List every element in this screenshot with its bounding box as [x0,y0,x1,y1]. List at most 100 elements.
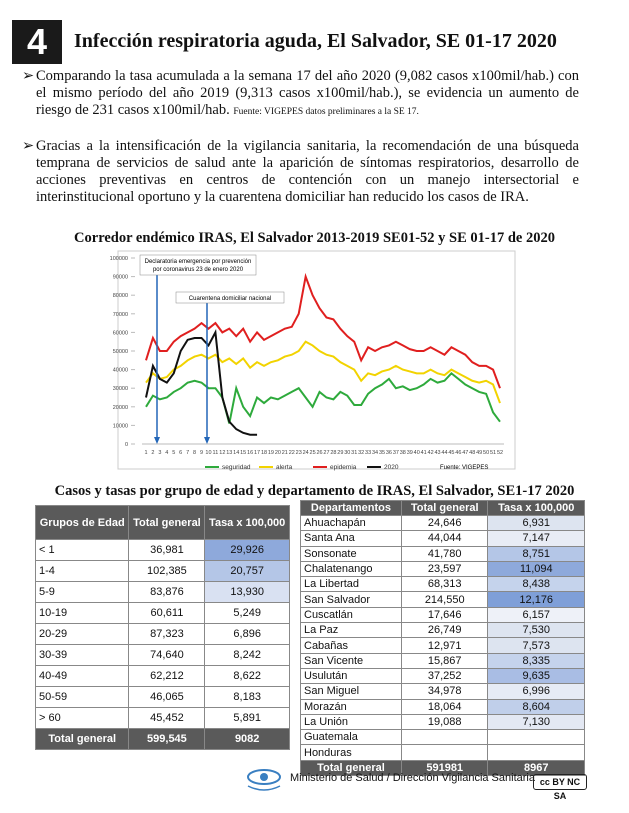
cell: 44,044 [400,530,489,547]
cell: 87,323 [128,623,206,645]
cell: 102,385 [128,560,206,582]
header-row: Departamentos Total general Tasa x 100,000 [300,500,585,516]
series-line [145,272,501,389]
cell: 5,249 [204,602,290,624]
chart-title: Corredor endémico IRAS, El Salvador 2013… [74,230,555,246]
y-tick-label: 0 [125,442,128,448]
cell: 45,452 [128,707,206,729]
x-tick-label: 16 [247,450,253,456]
cell: San Vicente [300,652,402,669]
row: 10-19 60,611 5,249 [34,602,290,624]
cell [487,729,585,746]
x-tick-label: 37 [393,450,399,456]
logo [247,769,281,791]
legend-label: epidemia [330,464,357,471]
x-tick-label: 7 [186,450,189,456]
cell: 214,550 [400,591,489,608]
cell: Sonsonate [300,545,402,562]
marker: ➢ [22,138,35,154]
cell: San Salvador [300,591,402,608]
x-tick-label: 48 [469,450,475,456]
cell: 7,530 [487,622,585,639]
x-tick-label: 49 [476,450,482,456]
row: Honduras [300,744,585,761]
total-cell: 9082 [204,728,290,750]
row: La Unión 19,088 7,130 [300,713,585,731]
cell: 60,611 [128,602,206,624]
row: Usulután 37,252 9,635 [300,667,585,685]
cell: Usulután [300,667,402,685]
cell: Honduras [300,744,402,761]
row: 50-59 46,065 8,183 [34,686,290,708]
cell: 74,640 [128,644,206,666]
x-tick-label: 25 [310,450,316,456]
x-tick-label: 23 [296,450,302,456]
cell: 15,867 [400,652,489,669]
header-cell: Grupos de Edad [34,505,130,540]
row: San Vicente 15,867 8,335 [300,652,585,669]
footer-text: Ministerio de Salud / Dirección Vigilanc… [290,772,535,784]
x-tick-label: 14 [233,450,239,456]
cell: San Miguel [300,683,402,700]
cell [487,744,585,761]
header-cell: Departamentos [300,500,402,516]
cell: 50-59 [34,686,130,708]
cell: 20-29 [34,623,130,645]
x-tick-label: 20 [275,450,281,456]
x-tick-label: 8 [193,450,196,456]
x-tick-label: 4 [165,450,168,456]
x-tick-label: 11 [213,450,219,456]
y-tick-label: 40000 [113,368,128,374]
cell: Cabañas [300,637,402,654]
cell: 37,252 [400,667,489,685]
total-row: Total general 591981 8967 [300,759,585,777]
y-tick-label: 50000 [113,349,128,355]
x-tick-label: 34 [372,450,378,456]
x-tick-label: 6 [179,450,182,456]
row: Sonsonate 41,780 8,751 [300,545,585,562]
x-tick-label: 9 [200,450,203,456]
row: San Salvador 214,550 12,176 [300,591,585,608]
bullet: ➢ Comparando la tasa acumulada a la seman… [22,68,579,121]
cell: 20,757 [204,560,290,582]
arrow-head [204,437,210,444]
cell: 7,147 [487,530,585,547]
row: Chalatenango 23,597 11,094 [300,560,585,578]
dept-table: Departamentos Total general Tasa x 100,000… [300,500,585,777]
source: Fuente: VIGEPES [440,465,488,471]
cell: > 60 [34,707,130,729]
x-tick-label: 32 [358,450,364,456]
cell: 8,604 [487,698,585,715]
cell: 5,891 [204,707,290,729]
cell: Cuscatlán [300,606,402,624]
cell: 10-19 [34,602,130,624]
cell: 34,978 [400,683,489,700]
cell [400,729,489,746]
cell: 36,981 [128,539,206,561]
row: Ahuachapán 24,646 6,931 [300,514,585,532]
x-tick-label: 24 [303,450,309,456]
x-tick-label: 33 [365,450,371,456]
cell: La Paz [300,622,402,639]
annotation-box [139,254,257,276]
annotation-text: por coronavirus 23 de enero 2020 [153,267,244,273]
note: Fuente: VIGEPES datos preliminares a la … [233,107,419,117]
total-cell: Total general [34,728,130,750]
x-tick-label: 50 [483,450,489,456]
x-tick-label: 51 [490,450,496,456]
row: 30-39 74,640 8,242 [34,644,290,666]
header-cell: Total general [400,500,489,516]
plot-area [117,250,516,470]
cell [400,744,489,761]
cell: 13,930 [204,581,290,603]
row: Cabañas 12,971 7,573 [300,637,585,654]
x-tick-label: 19 [268,450,274,456]
cell: 6,157 [487,606,585,624]
cell: 8,183 [204,686,290,708]
series-line [145,329,258,436]
cell: Morazán [300,698,402,715]
legend-label: seguridad [222,464,251,471]
row: Santa Ana 44,044 7,147 [300,530,585,547]
cell: 23,597 [400,560,489,578]
